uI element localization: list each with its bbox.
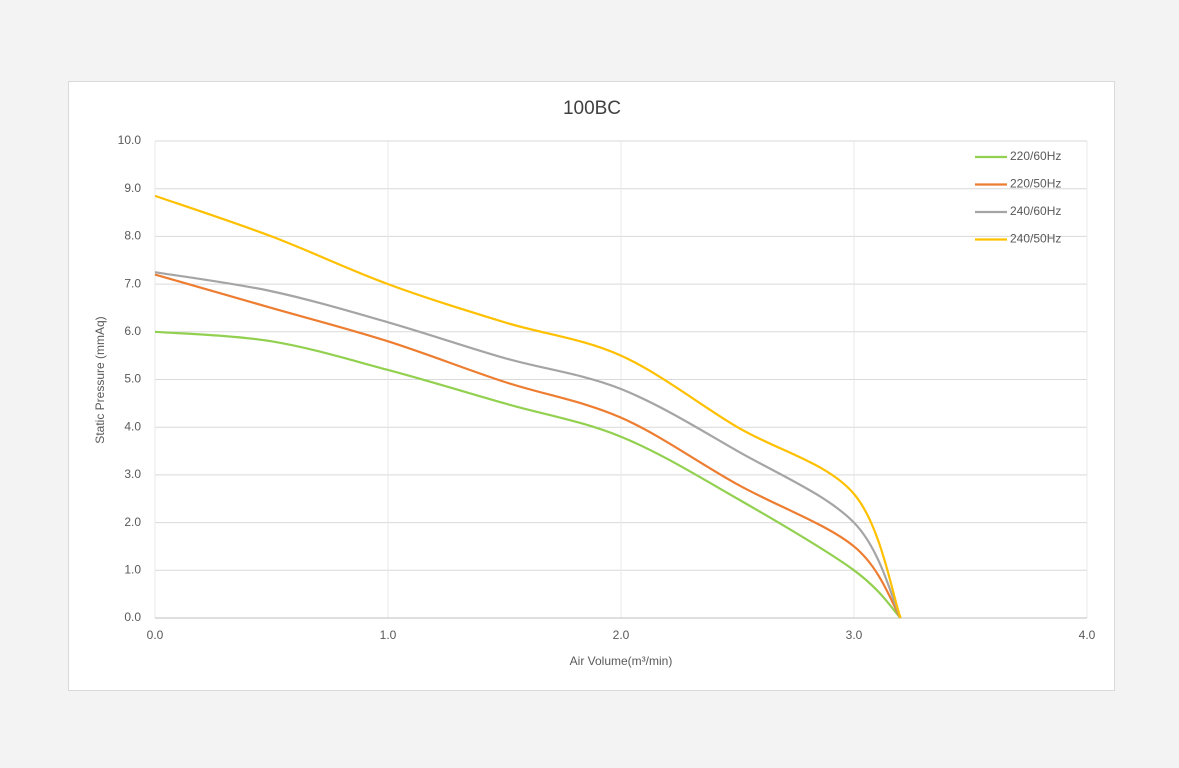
legend-label: 240/60Hz xyxy=(1010,204,1061,218)
chart-frame xyxy=(68,81,1115,691)
x-tick-label: 4.0 xyxy=(1079,628,1096,642)
y-axis-label: Static Pressure (mmAq) xyxy=(93,316,107,443)
y-tick-label: 3.0 xyxy=(124,467,141,481)
y-tick-label: 2.0 xyxy=(124,515,141,529)
x-tick-label: 2.0 xyxy=(613,628,630,642)
y-tick-label: 5.0 xyxy=(124,372,141,386)
legend-label: 220/60Hz xyxy=(1010,149,1061,163)
x-tick-label: 1.0 xyxy=(380,628,397,642)
x-tick-label: 0.0 xyxy=(147,628,164,642)
y-tick-label: 7.0 xyxy=(124,276,141,290)
series-line xyxy=(154,194,902,619)
x-tick-label: 3.0 xyxy=(846,628,863,642)
legend-label: 240/50Hz xyxy=(1010,232,1061,246)
y-tick-label: 10.0 xyxy=(118,133,142,147)
y-tick-label: 0.0 xyxy=(124,610,141,624)
x-axis-label: Air Volume(m³/min) xyxy=(570,654,673,668)
chart-title: 100BC xyxy=(563,98,621,119)
y-tick-label: 9.0 xyxy=(124,181,141,195)
y-tick-label: 6.0 xyxy=(124,324,141,338)
y-tick-label: 8.0 xyxy=(124,229,141,243)
series-line xyxy=(154,273,902,619)
y-tick-label: 1.0 xyxy=(124,562,141,576)
series-line xyxy=(154,330,902,619)
series-line xyxy=(154,271,902,619)
legend-label: 220/50Hz xyxy=(1010,177,1061,191)
y-tick-label: 4.0 xyxy=(124,419,141,433)
